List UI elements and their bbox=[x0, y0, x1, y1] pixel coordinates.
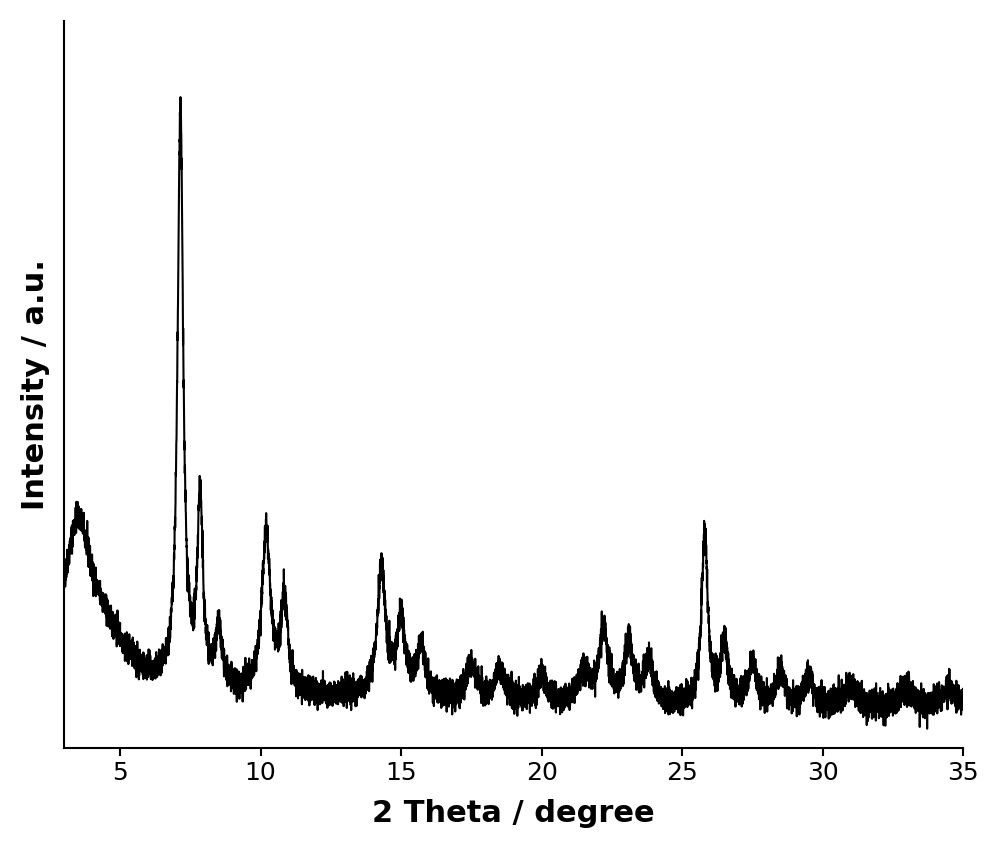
X-axis label: 2 Theta / degree: 2 Theta / degree bbox=[372, 799, 655, 828]
Y-axis label: Intensity / a.u.: Intensity / a.u. bbox=[21, 259, 50, 510]
